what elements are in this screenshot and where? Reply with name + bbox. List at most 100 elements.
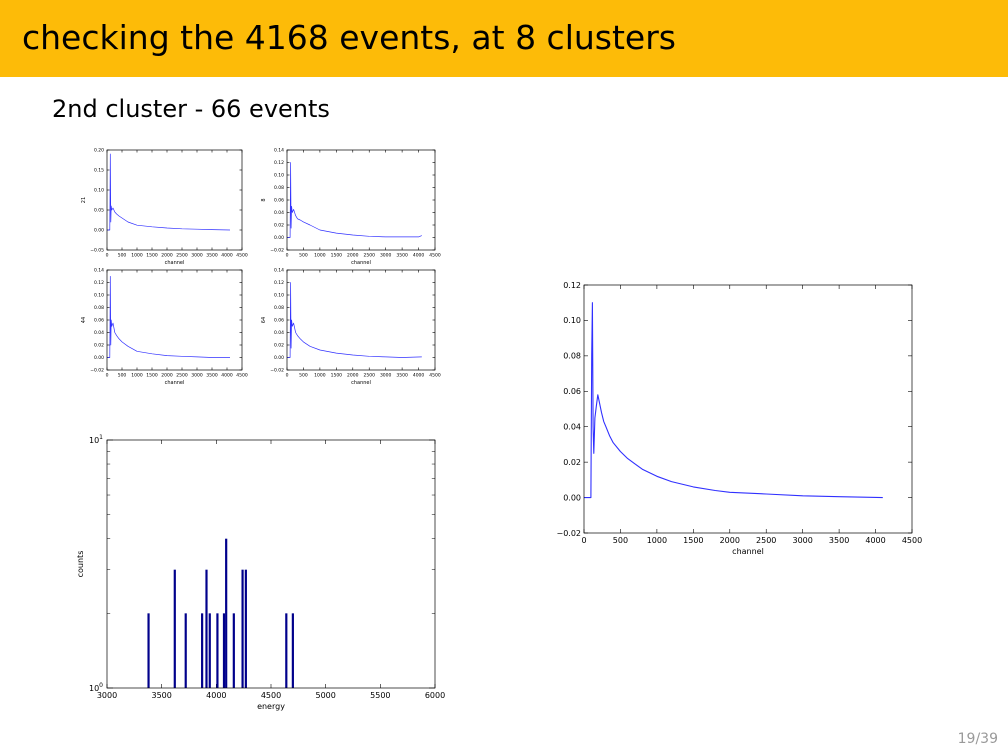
small-4-ytick-label: 0.08 [274, 305, 284, 311]
small-4-ytick-label: 0.00 [274, 355, 284, 361]
histogram-xtick-label: 5000 [315, 691, 335, 700]
histogram-xtick-label: 5500 [370, 691, 390, 700]
small-1-ytick-label: 0.10 [94, 188, 104, 194]
histogram-xtick-label: 3500 [151, 691, 171, 700]
small-4-ytick-label: 0.04 [274, 330, 284, 336]
small-2-ytick-label: 0.00 [274, 235, 284, 241]
average-xtick-label: 4500 [902, 536, 922, 545]
small-1-xtick-label: 0 [106, 253, 109, 259]
histogram-xlabel: energy [257, 702, 285, 711]
small-3-xtick-label: 4500 [236, 373, 248, 379]
small-2-xlabel: channel [351, 260, 371, 266]
small-1-axes-frame [106, 149, 243, 251]
small-2-xtick-label: 4000 [413, 253, 425, 259]
small-1-ytick-label: 0.15 [94, 168, 104, 174]
histogram-bar [216, 613, 219, 688]
slide-title: checking the 4168 events, at 8 clusters [22, 18, 676, 57]
small-3-xtick-label: 2000 [161, 373, 173, 379]
small-1-ytick-label: 0.05 [94, 208, 104, 214]
small-2-ytick-label: 0.04 [274, 210, 284, 216]
average-xtick-label: 2000 [720, 536, 740, 545]
histogram-ytick-label: 101 [89, 434, 103, 445]
small-2-ytick-label: 0.08 [274, 185, 284, 191]
histogram-bar [184, 613, 187, 688]
average-xtick-label: 0 [581, 536, 586, 545]
histogram-axes-frame [106, 439, 436, 689]
small-2-xtick-label: 2500 [363, 253, 375, 259]
histogram-bar [173, 569, 176, 688]
small-3-xtick-label: 3000 [191, 373, 203, 379]
small-1-ytick-label: 0.00 [94, 228, 104, 234]
average-series-line [584, 302, 883, 499]
small-3-ytick-label: 0.14 [94, 268, 104, 274]
small-2-ylabel: 8 [261, 198, 267, 201]
small-2-axes-frame [286, 149, 436, 251]
small-4-xtick-label: 500 [299, 373, 308, 379]
small-2-xtick-label: 3500 [396, 253, 408, 259]
small-2-series-line [287, 162, 422, 238]
small-4-xtick-label: 2000 [347, 373, 359, 379]
average-xtick-label: 4000 [865, 536, 885, 545]
small-4-ytick-label: −0.02 [270, 368, 284, 374]
small-3-xtick-label: 4000 [221, 373, 233, 379]
title-bar [0, 0, 1008, 77]
histogram-bar [201, 613, 204, 688]
small-3-ytick-label: 0.04 [94, 330, 104, 336]
small-3-ytick-label: 0.06 [94, 318, 104, 324]
small-4-xtick-label: 0 [286, 373, 289, 379]
small-1-ytick-label: 0.20 [94, 148, 104, 154]
small-4-ytick-label: 0.02 [274, 343, 284, 349]
small-1-xtick-label: 3000 [191, 253, 203, 259]
page-number: 19/39 [957, 731, 998, 747]
small-2-ytick-label: 0.06 [274, 198, 284, 204]
small-1-series-line [107, 153, 231, 231]
small-3-xtick-label: 3500 [206, 373, 218, 379]
histogram-bar [208, 613, 211, 688]
small-3-ytick-label: −0.02 [90, 368, 104, 374]
average-xtick-label: 3500 [829, 536, 849, 545]
small-1-xtick-label: 500 [118, 253, 127, 259]
average-xtick-label: 1500 [683, 536, 703, 545]
small-2-xtick-label: 3000 [380, 253, 392, 259]
histogram-bar [244, 569, 247, 688]
average-ytick-label: 0.04 [563, 423, 581, 432]
small-4-xtick-label: 1500 [331, 373, 343, 379]
small-4-xtick-label: 4000 [413, 373, 425, 379]
small-2-xtick-label: 500 [299, 253, 308, 259]
small-4-xlabel: channel [351, 380, 371, 386]
small-1-xtick-label: 2000 [161, 253, 173, 259]
small-3-ytick-label: 0.10 [94, 293, 104, 299]
small-3-ytick-label: 0.08 [94, 305, 104, 311]
small-4-xtick-label: 2500 [363, 373, 375, 379]
small-1-xtick-label: 1500 [146, 253, 158, 259]
histogram-bar [205, 569, 208, 688]
small-3-ytick-label: 0.00 [94, 355, 104, 361]
average-ytick-label: 0.12 [563, 281, 581, 290]
histogram-xtick-label: 6000 [425, 691, 445, 700]
small-2-ytick-label: 0.10 [274, 173, 284, 179]
small-3-axes-frame [106, 269, 243, 371]
histogram-xtick-label: 4500 [261, 691, 281, 700]
histogram-bar [291, 613, 294, 688]
small-2-ytick-label: 0.02 [274, 223, 284, 229]
small-2-xtick-label: 1000 [314, 253, 326, 259]
small-3-xtick-label: 1000 [131, 373, 143, 379]
small-2-xtick-label: 0 [286, 253, 289, 259]
small-3-ytick-label: 0.12 [94, 280, 104, 286]
average-ytick-label: −0.02 [556, 529, 581, 538]
small-2-ytick-label: −0.02 [270, 248, 284, 254]
small-4-ytick-label: 0.06 [274, 318, 284, 324]
histogram-bar [147, 613, 150, 688]
small-3-xtick-label: 500 [118, 373, 127, 379]
average-axes-frame [583, 284, 913, 534]
histogram-xtick-label: 4000 [206, 691, 226, 700]
histogram-bar [225, 538, 228, 688]
small-1-xtick-label: 2500 [176, 253, 188, 259]
small-3-xlabel: channel [165, 380, 185, 386]
small-1-xtick-label: 4500 [236, 253, 248, 259]
histogram-bar [222, 613, 226, 688]
average-xtick-label: 500 [613, 536, 628, 545]
small-4-ytick-label: 0.12 [274, 280, 284, 286]
small-3-series-line [107, 275, 230, 358]
